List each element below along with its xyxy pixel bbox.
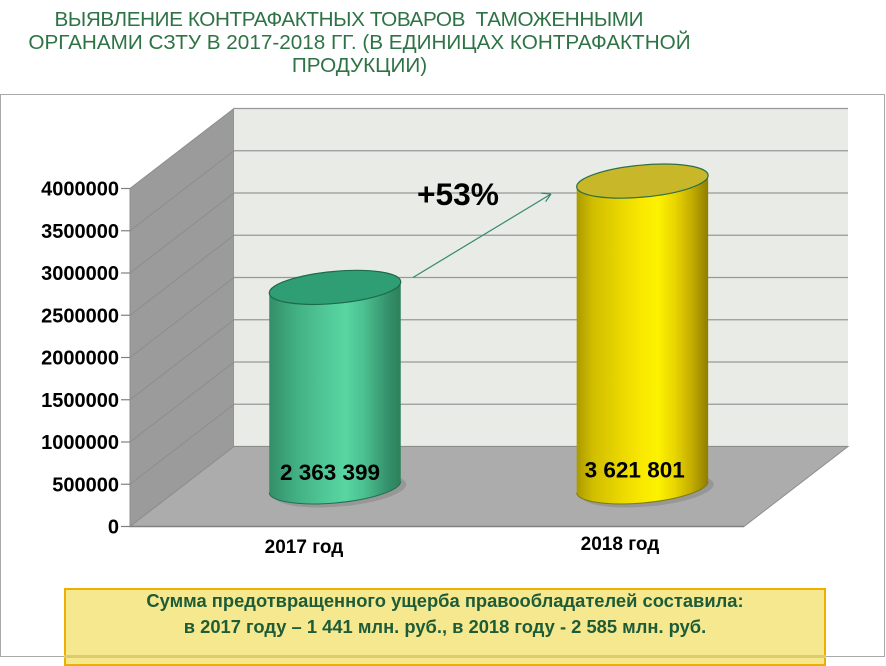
svg-text:4000000: 4000000 [41,179,119,201]
svg-text:+53%: +53% [417,176,499,212]
svg-text:2018 год: 2018 год [581,534,660,555]
svg-text:2500000: 2500000 [41,305,119,327]
svg-text:2000000: 2000000 [41,348,119,370]
svg-text:2017 год: 2017 год [265,537,344,558]
svg-text:3000000: 3000000 [41,263,119,285]
svg-text:1500000: 1500000 [41,390,119,412]
svg-text:3500000: 3500000 [41,221,119,243]
svg-text:2 363 399: 2 363 399 [280,460,380,485]
svg-text:0: 0 [108,517,119,539]
svg-text:500000: 500000 [52,474,119,496]
svg-text:3 621 801: 3 621 801 [585,458,685,483]
svg-text:1000000: 1000000 [41,432,119,454]
